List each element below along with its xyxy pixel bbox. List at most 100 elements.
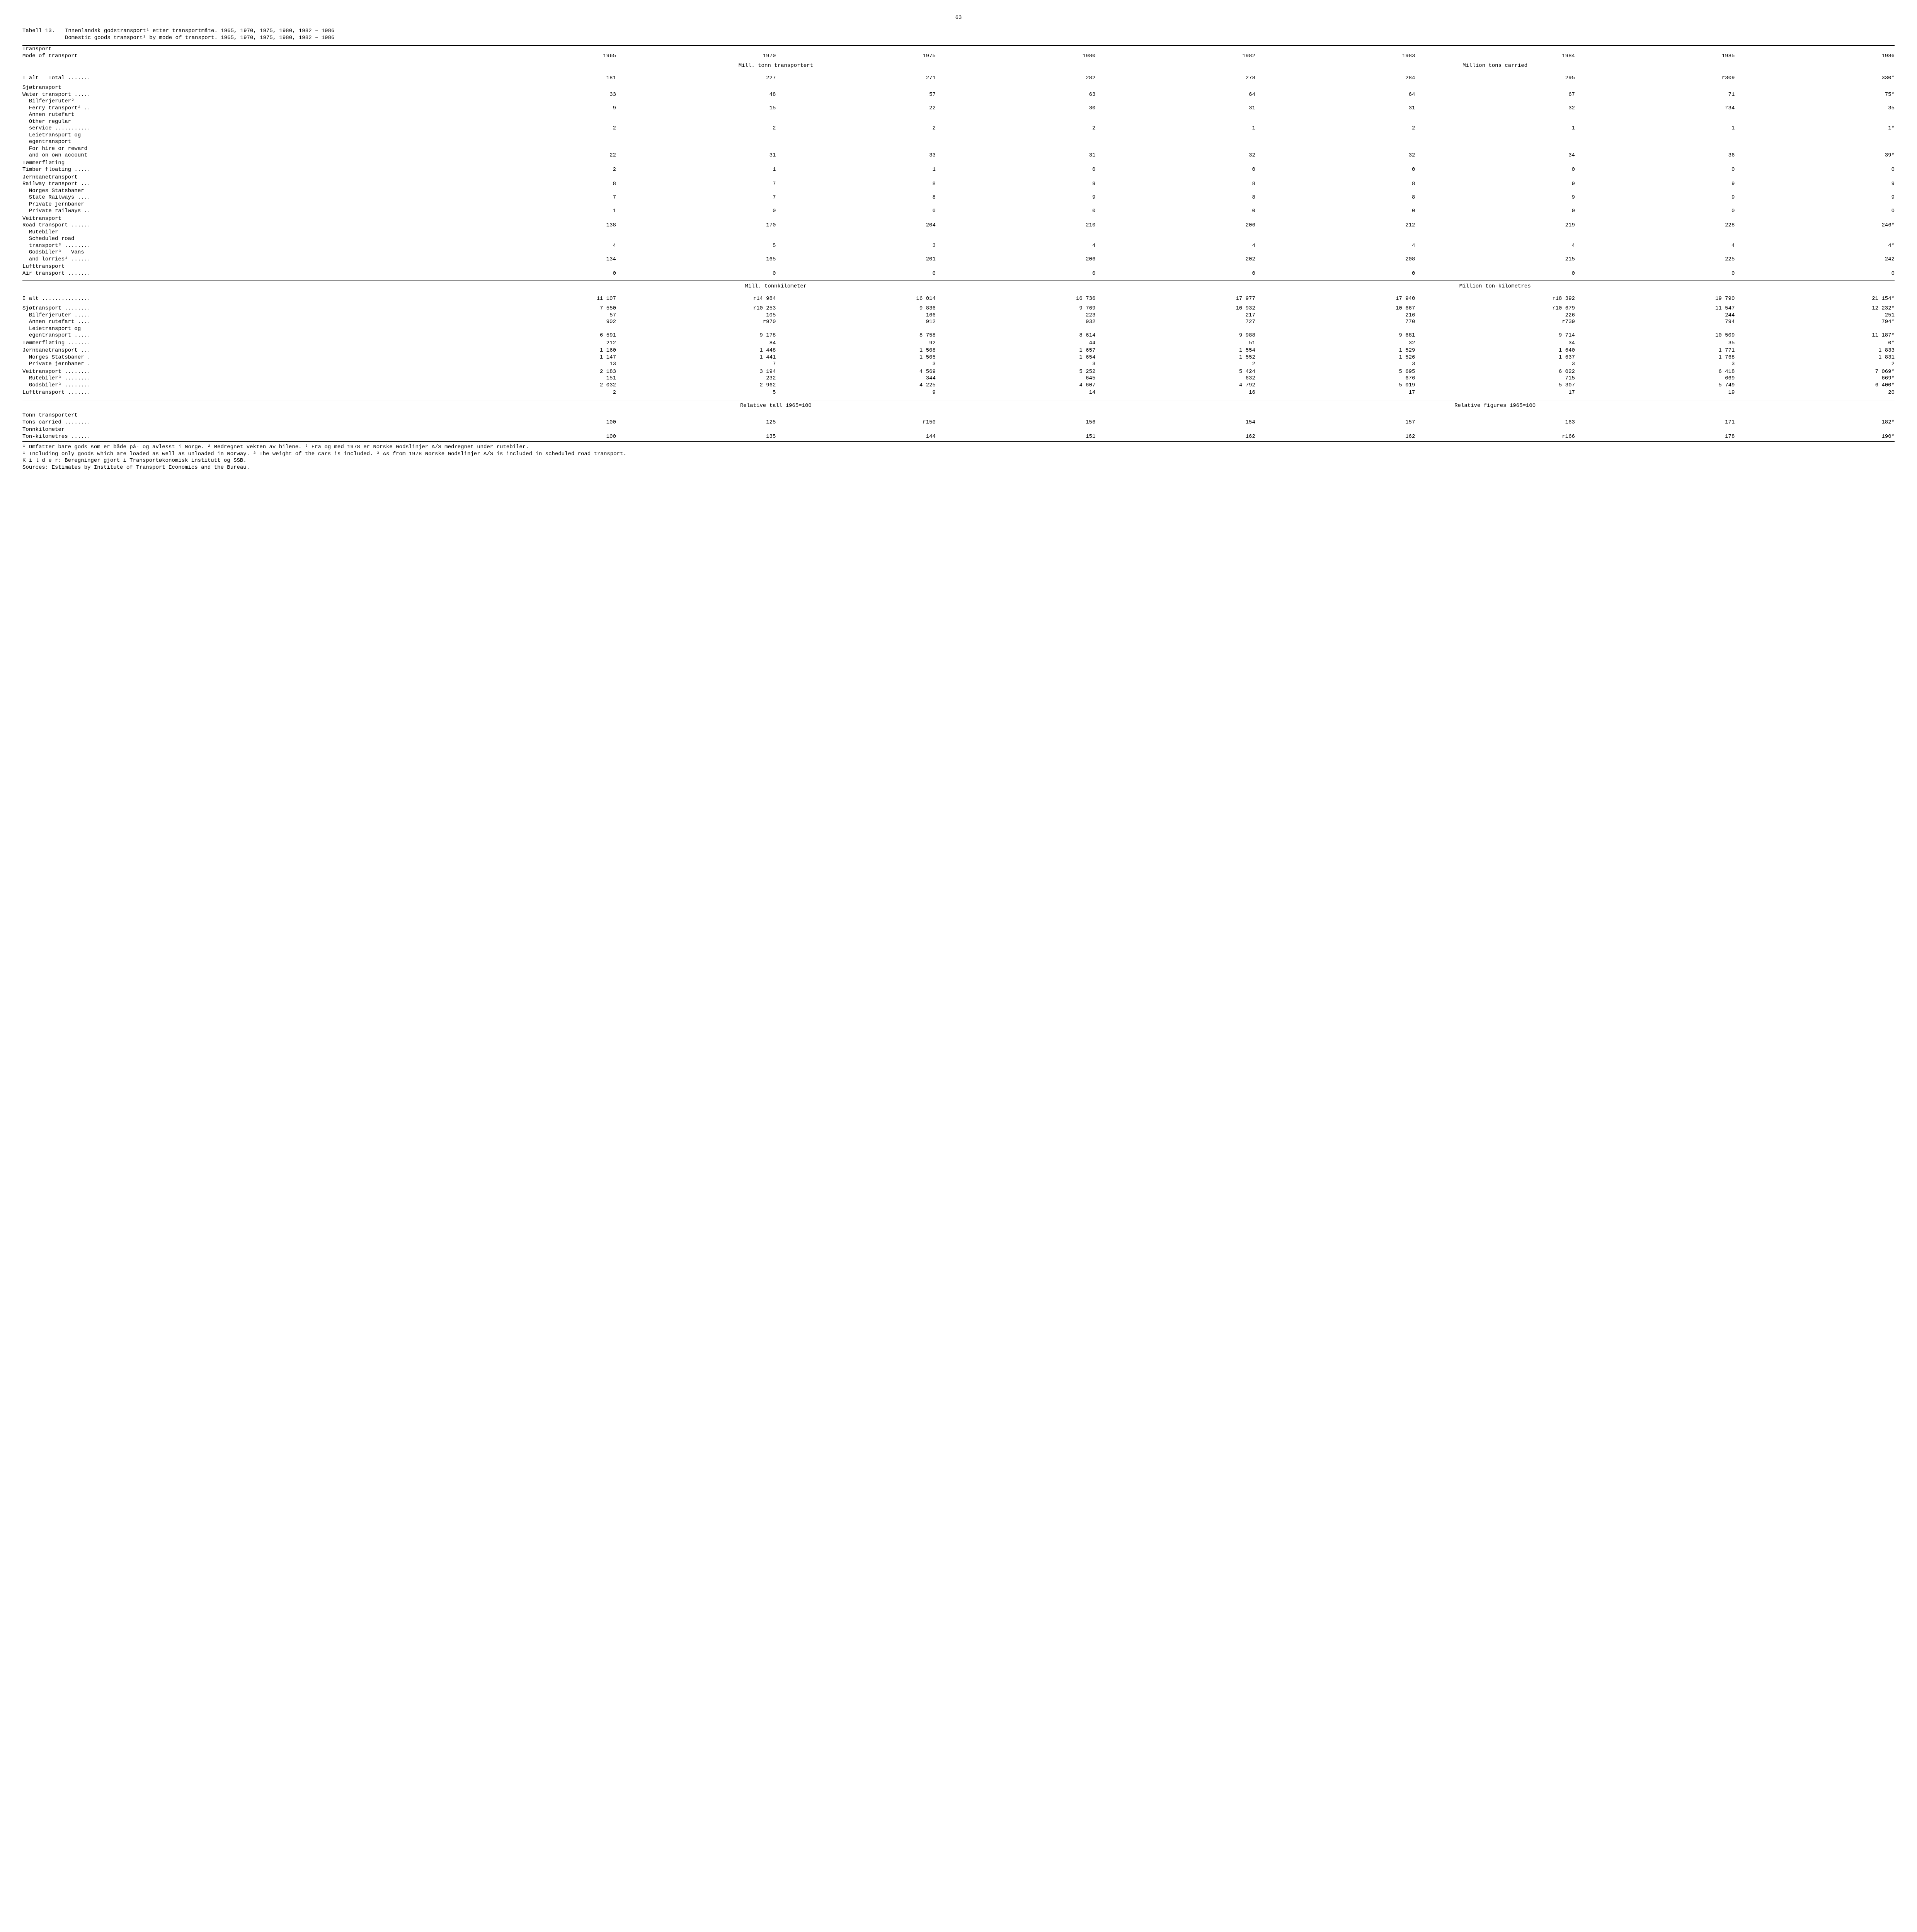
header-year: 1965 (456, 53, 616, 60)
cell: 7 550 (456, 305, 616, 312)
cell: 0 (776, 208, 936, 215)
cell (616, 236, 776, 243)
footnote-en: ¹ Including only goods which are loaded … (22, 451, 1895, 458)
cell: 4 (456, 243, 616, 250)
cell: 3 (936, 361, 1096, 368)
cell: 0 (1735, 270, 1895, 277)
cell: 4 225 (776, 382, 936, 389)
row-label: Tonnkilometer (22, 427, 456, 434)
cell (456, 139, 616, 146)
cell (776, 112, 936, 119)
cell (1575, 132, 1735, 139)
cell: 284 (1255, 75, 1415, 82)
cell: 1 (616, 167, 776, 173)
cell: 3 (776, 243, 936, 250)
cell: 770 (1255, 319, 1415, 326)
cell: 251 (1735, 312, 1895, 319)
row-label: Private jernbaner . (22, 361, 456, 368)
cell: 31 (616, 152, 776, 159)
cell: 8 (1095, 194, 1255, 201)
cell: 105 (616, 312, 776, 319)
cell (1415, 139, 1575, 146)
cell: 1 (1415, 125, 1575, 132)
cell: 9 (776, 389, 936, 396)
cell (776, 201, 936, 208)
cell: 63 (936, 92, 1096, 99)
page-number: 63 (22, 15, 1895, 21)
header-year: 1975 (776, 53, 936, 60)
cell: 228 (1575, 222, 1735, 229)
caption-line-2: Domestic goods transport¹ by mode of tra… (65, 35, 334, 42)
cell: 9 (936, 181, 1096, 188)
cell (616, 249, 776, 256)
cell (616, 98, 776, 105)
cell (1415, 160, 1575, 167)
cell: 7 (616, 194, 776, 201)
cell: 11 547 (1575, 305, 1735, 312)
cell: 157 (1255, 419, 1415, 426)
row-label: Sjøtransport ........ (22, 305, 456, 312)
cell: 8 614 (936, 332, 1096, 339)
cell: 16 736 (936, 296, 1096, 303)
cell: 9 (1735, 181, 1895, 188)
cell: 2 (1255, 125, 1415, 132)
row-label: and lorries³ ...... (22, 256, 456, 263)
cell: 3 (1255, 361, 1415, 368)
row-label: Godsbiler³ Vans (22, 249, 456, 256)
cell (1095, 119, 1255, 126)
cell: 330* (1735, 75, 1895, 82)
row-label: Rutebiler³ ........ (22, 375, 456, 382)
cell: 31 (1255, 105, 1415, 112)
cell: 4 792 (1095, 382, 1255, 389)
cell: 794 (1575, 319, 1735, 326)
cell (1575, 139, 1735, 146)
cell: 178 (1575, 434, 1735, 440)
cell (456, 326, 616, 333)
cell (936, 119, 1096, 126)
cell: 35 (1735, 105, 1895, 112)
cell: 7 (616, 181, 776, 188)
cell (616, 201, 776, 208)
cell: 3 (776, 361, 936, 368)
cell (1735, 326, 1895, 333)
cell: 7 069* (1735, 369, 1895, 376)
header-year: 1986 (1735, 53, 1895, 60)
cell: 2 (456, 167, 616, 173)
cell: 0 (936, 270, 1096, 277)
section-left: Mill. tonn transportert (456, 60, 1095, 72)
row-label: Private jernbaner (22, 201, 456, 208)
cell (936, 132, 1096, 139)
cell: 669 (1575, 375, 1735, 382)
cell (456, 112, 616, 119)
cell (936, 160, 1096, 167)
cell (456, 201, 616, 208)
cell (456, 132, 616, 139)
cell (1575, 85, 1735, 92)
cell (1575, 216, 1735, 223)
cell (1575, 112, 1735, 119)
cell (936, 112, 1096, 119)
cell (456, 160, 616, 167)
cell: 1 552 (1095, 354, 1255, 361)
cell: 206 (1095, 222, 1255, 229)
cell: 8 (456, 181, 616, 188)
cell: r10 253 (616, 305, 776, 312)
cell (776, 229, 936, 236)
cell (616, 139, 776, 146)
cell (1255, 119, 1415, 126)
row-label: Tømmerfløting ....... (22, 340, 456, 347)
cell (616, 188, 776, 195)
cell: 4 (936, 243, 1096, 250)
cell: 32 (1095, 152, 1255, 159)
row-label: Leietransport og (22, 132, 456, 139)
cell (1415, 188, 1575, 195)
cell (1255, 427, 1415, 434)
cell: 30 (936, 105, 1096, 112)
cell (1575, 326, 1735, 333)
row-label: Norges Statsbaner (22, 188, 456, 195)
row-label: Rutebiler (22, 229, 456, 236)
row-label: Air transport ....... (22, 270, 456, 277)
cell (1735, 160, 1895, 167)
cell: 51 (1095, 340, 1255, 347)
cell (1575, 119, 1735, 126)
